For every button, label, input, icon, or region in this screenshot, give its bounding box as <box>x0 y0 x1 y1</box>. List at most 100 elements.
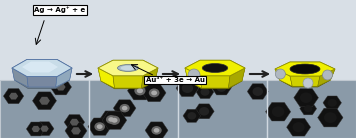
Polygon shape <box>12 59 28 80</box>
Ellipse shape <box>200 88 209 96</box>
Polygon shape <box>98 60 115 81</box>
Ellipse shape <box>117 65 138 71</box>
Ellipse shape <box>137 88 143 93</box>
Ellipse shape <box>154 128 159 133</box>
Polygon shape <box>279 73 330 87</box>
Polygon shape <box>318 62 335 80</box>
Polygon shape <box>50 79 72 95</box>
Ellipse shape <box>122 106 127 110</box>
Circle shape <box>276 69 286 79</box>
Polygon shape <box>3 89 24 104</box>
Circle shape <box>323 70 333 80</box>
Bar <box>89 80 178 138</box>
Polygon shape <box>211 80 231 95</box>
Ellipse shape <box>187 112 196 120</box>
Polygon shape <box>56 59 72 80</box>
Polygon shape <box>56 83 66 91</box>
Polygon shape <box>98 60 158 76</box>
Polygon shape <box>113 76 143 88</box>
Ellipse shape <box>106 115 116 124</box>
Polygon shape <box>185 68 201 88</box>
Polygon shape <box>12 68 28 87</box>
Polygon shape <box>64 115 85 130</box>
Ellipse shape <box>324 112 337 123</box>
Ellipse shape <box>109 116 120 125</box>
Polygon shape <box>100 111 123 128</box>
Polygon shape <box>145 122 168 138</box>
Bar <box>0 80 89 138</box>
Polygon shape <box>300 102 316 115</box>
Polygon shape <box>9 93 18 99</box>
Polygon shape <box>275 62 292 80</box>
Polygon shape <box>27 77 57 87</box>
Polygon shape <box>183 109 201 122</box>
Polygon shape <box>70 119 79 126</box>
Polygon shape <box>26 122 45 136</box>
Ellipse shape <box>304 105 313 112</box>
Circle shape <box>188 69 200 81</box>
Polygon shape <box>185 60 201 81</box>
Text: Au³⁺ + 3e → Au: Au³⁺ + 3e → Au <box>146 77 204 83</box>
Polygon shape <box>290 76 320 86</box>
Polygon shape <box>294 89 319 107</box>
Polygon shape <box>35 122 54 136</box>
Polygon shape <box>229 68 245 88</box>
Polygon shape <box>102 111 127 129</box>
Polygon shape <box>196 85 214 99</box>
Ellipse shape <box>149 88 159 97</box>
Ellipse shape <box>134 86 146 95</box>
Ellipse shape <box>97 124 103 129</box>
Polygon shape <box>22 62 58 72</box>
Polygon shape <box>32 126 40 132</box>
Polygon shape <box>275 62 335 76</box>
Ellipse shape <box>293 122 305 132</box>
Polygon shape <box>141 68 158 88</box>
Polygon shape <box>323 96 341 110</box>
Ellipse shape <box>182 83 193 93</box>
Polygon shape <box>188 73 242 89</box>
Ellipse shape <box>151 91 157 95</box>
Ellipse shape <box>216 83 226 92</box>
Polygon shape <box>200 76 230 88</box>
Ellipse shape <box>300 92 312 103</box>
Polygon shape <box>229 60 245 81</box>
Ellipse shape <box>120 66 136 70</box>
Polygon shape <box>56 68 72 87</box>
Bar <box>267 80 356 138</box>
Ellipse shape <box>202 63 228 72</box>
Circle shape <box>303 78 313 88</box>
Polygon shape <box>176 80 199 97</box>
Polygon shape <box>39 97 50 105</box>
Polygon shape <box>40 126 49 132</box>
Polygon shape <box>12 59 72 77</box>
Ellipse shape <box>199 107 209 116</box>
Ellipse shape <box>328 99 337 107</box>
Polygon shape <box>318 69 335 86</box>
Ellipse shape <box>94 122 105 131</box>
Polygon shape <box>88 118 111 135</box>
Ellipse shape <box>272 106 284 117</box>
Bar <box>178 80 267 138</box>
Ellipse shape <box>290 64 320 74</box>
Polygon shape <box>247 84 268 99</box>
Polygon shape <box>194 104 214 119</box>
Polygon shape <box>185 60 245 76</box>
Polygon shape <box>287 118 311 136</box>
Polygon shape <box>290 62 320 74</box>
Polygon shape <box>98 68 115 88</box>
Polygon shape <box>141 60 158 81</box>
Polygon shape <box>113 60 143 74</box>
Ellipse shape <box>151 126 162 135</box>
Polygon shape <box>65 123 87 138</box>
Polygon shape <box>101 73 155 89</box>
Polygon shape <box>32 92 57 110</box>
Polygon shape <box>27 59 57 73</box>
Ellipse shape <box>252 87 263 96</box>
Polygon shape <box>127 82 152 100</box>
Polygon shape <box>142 84 166 102</box>
Polygon shape <box>71 127 81 134</box>
Ellipse shape <box>111 118 117 123</box>
Polygon shape <box>113 100 136 116</box>
Polygon shape <box>14 71 70 89</box>
Polygon shape <box>318 108 343 127</box>
